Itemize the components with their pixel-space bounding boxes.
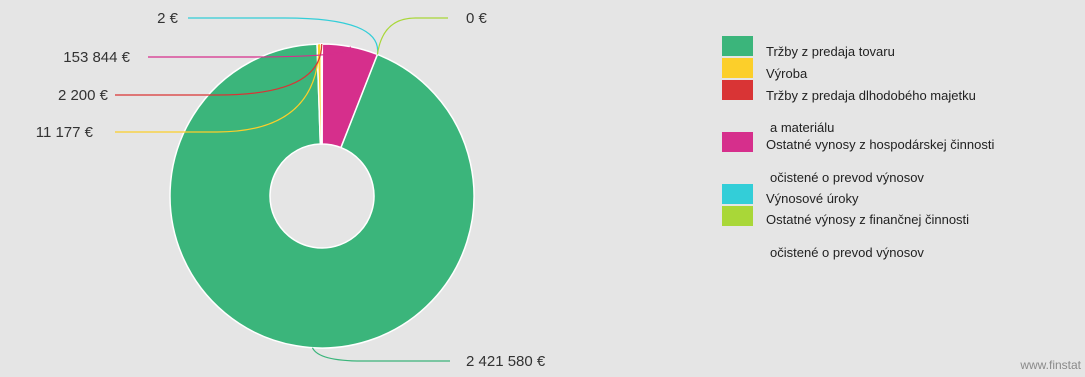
legend-swatch — [722, 80, 753, 100]
legend-label: Ostatné výnosy z finančnej činnosti — [766, 212, 970, 227]
legend-sublabel: a materiálu — [770, 120, 835, 135]
leader-line-trzby-tovar — [311, 347, 450, 362]
legend-swatch — [722, 36, 753, 56]
leader-line-vyroba — [115, 44, 320, 133]
value-label-vynosove-uroky: 2 € — [157, 10, 179, 27]
value-label-ostatne-hospodarske: 153 844 € — [63, 49, 130, 66]
legend-label: Výroba — [766, 66, 808, 81]
legend-label: Výnosové úroky — [766, 191, 859, 206]
legend-swatch — [722, 206, 753, 226]
leader-line-ostatne-financne — [376, 17, 448, 55]
slice-trzby-tovar[interactable] — [169, 43, 475, 349]
legend-label: Tržby z predaja dlhodobého majetku — [766, 88, 976, 103]
slice-dlhodoby-majetok[interactable] — [320, 43, 324, 145]
legend-sublabel: očistené o prevod výnosov — [770, 245, 924, 260]
legend-swatch — [722, 58, 753, 78]
leader-line-dlhodoby-majetok — [115, 43, 323, 96]
legend-swatch — [722, 132, 753, 152]
legend-label: Tržby z predaja tovaru — [766, 44, 895, 59]
value-label-vyroba: 11 177 € — [36, 124, 94, 141]
leader-line-ostatne-hospodarske — [148, 46, 351, 58]
value-label-dlhodoby-majetok: 2 200 € — [58, 87, 109, 104]
value-label-ostatne-financne: 0 € — [466, 10, 488, 27]
legend-sublabel: očistené o prevod výnosov — [770, 170, 924, 185]
value-label-trzby-tovar: 2 421 580 € — [466, 353, 546, 370]
leader-line-vynosove-uroky — [188, 17, 379, 55]
legend-label: Ostatné vynosy z hospodárskej činnosti — [766, 137, 995, 152]
donut-chart: 2 421 580 € 11 177 € 2 200 € 153 844 € 2 € 0 … — [36, 10, 546, 370]
legend-swatch — [722, 184, 753, 204]
watermark: www.finstat — [1020, 358, 1081, 372]
